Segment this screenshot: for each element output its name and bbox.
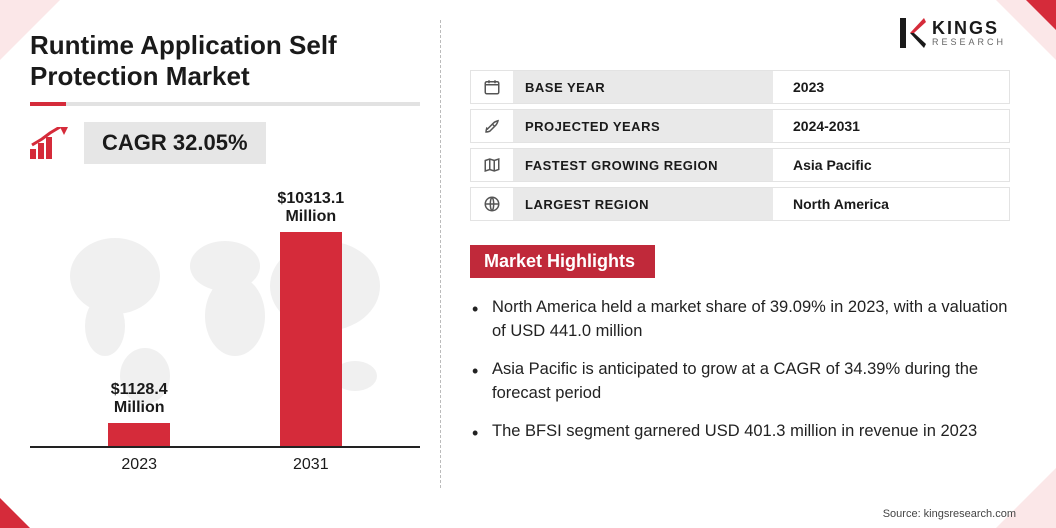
chart-x-label: 2031	[293, 456, 329, 474]
brand-logo: KINGS RESEARCH	[900, 18, 1006, 48]
info-row: BASE YEAR2023	[470, 70, 1010, 104]
info-label: LARGEST REGION	[513, 188, 773, 220]
map-icon	[471, 149, 513, 181]
info-value: Asia Pacific	[773, 149, 1009, 181]
info-row: PROJECTED YEARS2024-2031	[470, 109, 1010, 143]
chart-bar: $1128.4 Million	[108, 423, 170, 446]
info-value: North America	[773, 188, 1009, 220]
bar-chart: $1128.4 Million $10313.1 Million 2023 2031	[30, 184, 420, 484]
logo-text-main: KINGS	[932, 19, 1006, 37]
highlight-item: The BFSI segment garnered USD 401.3 mill…	[492, 420, 1010, 444]
calendar-icon	[471, 71, 513, 103]
source-credit: Source: kingsresearch.com	[883, 508, 1016, 520]
corner-decor-bottom-left	[0, 498, 30, 528]
vertical-divider	[440, 20, 441, 488]
chart-x-label: 2023	[121, 456, 157, 474]
info-value: 2023	[773, 71, 1009, 103]
chart-bar: $10313.1 Million	[280, 232, 342, 446]
info-label: FASTEST GROWING REGION	[513, 149, 773, 181]
chart-bar-label: $10313.1 Million	[251, 190, 371, 226]
info-label: BASE YEAR	[513, 71, 773, 103]
info-row: LARGEST REGIONNorth America	[470, 187, 1010, 221]
info-row: FASTEST GROWING REGIONAsia Pacific	[470, 148, 1010, 182]
title-underline	[30, 102, 420, 106]
page-title: Runtime Application Self Protection Mark…	[30, 30, 420, 92]
section-header-highlights: Market Highlights	[470, 245, 655, 278]
logo-k-icon	[900, 18, 926, 48]
cagr-badge: CAGR 32.05%	[84, 122, 266, 164]
highlight-item: Asia Pacific is anticipated to grow at a…	[492, 358, 1010, 406]
rocket-icon	[471, 110, 513, 142]
info-table: BASE YEAR2023PROJECTED YEARS2024-2031FAS…	[470, 70, 1010, 221]
corner-decor-top-right-inner	[1026, 0, 1056, 30]
highlights-list: North America held a market share of 39.…	[470, 296, 1010, 444]
highlight-item: North America held a market share of 39.…	[492, 296, 1010, 344]
growth-chart-icon	[30, 127, 68, 159]
chart-bar-label: $1128.4 Million	[79, 381, 199, 417]
cagr-row: CAGR 32.05%	[30, 122, 420, 164]
logo-text-sub: RESEARCH	[932, 38, 1006, 47]
info-label: PROJECTED YEARS	[513, 110, 773, 142]
info-value: 2024-2031	[773, 110, 1009, 142]
globe-icon	[471, 188, 513, 220]
